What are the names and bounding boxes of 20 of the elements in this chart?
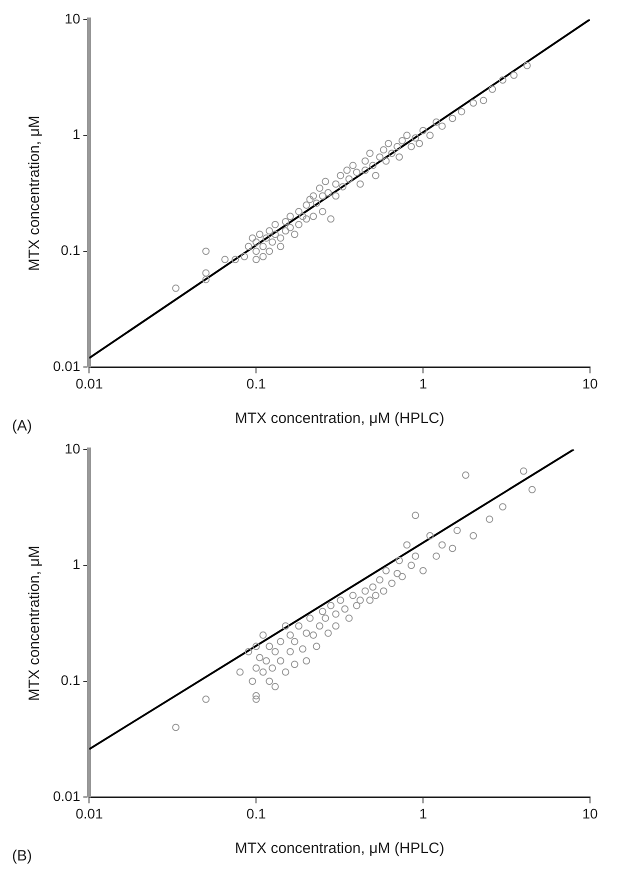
x-tick-label: 10	[582, 375, 598, 392]
text: (B)	[12, 848, 32, 865]
x-tick-label: 1	[419, 805, 428, 822]
y-tick-label: 0.01	[53, 788, 80, 804]
y-tick-label: 0.1	[60, 242, 80, 258]
y-tick-label: 1	[72, 126, 80, 142]
y-tick-label: 10	[64, 440, 80, 456]
y-axis-title: MTX concentration, μM	[26, 116, 44, 271]
x-tick-label: 10	[582, 805, 598, 822]
y-tick-label: 1	[72, 556, 80, 572]
x-axis-title: MTX concentration, μM (HPLC)	[234, 410, 444, 428]
y-tick-label: 0.1	[60, 672, 80, 688]
y-tick-label: 0.01	[53, 358, 80, 374]
x-tick-label: 1	[419, 375, 428, 392]
y-tick-label: 10	[64, 10, 80, 26]
x-tick-label: 0.1	[246, 805, 266, 822]
x-tick-label: 0.1	[246, 375, 266, 392]
x-axis-title: MTX concentration, μM (HPLC)	[234, 840, 444, 858]
y-axis-title: MTX concentration, μM	[26, 546, 44, 701]
text: (A)	[12, 418, 32, 435]
